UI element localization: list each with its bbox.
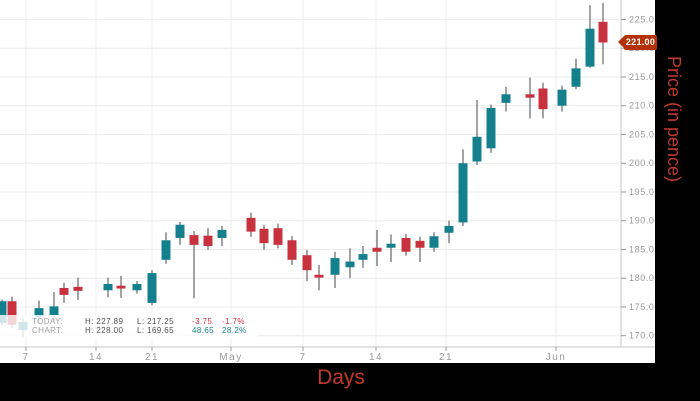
candle-body[interactable]	[401, 237, 411, 252]
legend-chart-label: CHART:	[32, 326, 64, 335]
x-tick-label: 7	[22, 352, 29, 363]
y-tick-label: 205.00	[629, 129, 655, 139]
chart-panel: 170.00 175.00 180.00 185.00 190.00 195.00 200.…	[0, 0, 657, 363]
legend-chart-high: H: 228.00	[85, 326, 124, 335]
y-tick-label: 190.00	[629, 216, 655, 226]
candle-body[interactable]	[330, 258, 340, 275]
x-tick-label: Jun	[546, 352, 567, 363]
candle-body[interactable]	[246, 217, 256, 232]
candle-body[interactable]	[116, 285, 126, 289]
legend-row-today: TODAY: H: 227.89 L: 217.25 -3.75 -1.7%	[32, 317, 245, 326]
candle-body[interactable]	[429, 236, 439, 248]
candle-body[interactable]	[538, 88, 548, 110]
candle-body[interactable]	[525, 94, 535, 98]
x-tick-label: 21	[145, 352, 159, 363]
x-tick-label: May	[219, 352, 242, 363]
candle-body[interactable]	[345, 261, 355, 268]
candle-body[interactable]	[302, 255, 312, 271]
candle-body[interactable]	[273, 228, 283, 245]
legend-today-label: TODAY:	[32, 317, 64, 326]
x-tick-label: 14	[369, 352, 383, 363]
x-tick-label: 14	[89, 352, 103, 363]
candle-body[interactable]	[103, 283, 113, 291]
y-tick-label: 210.00	[629, 101, 655, 111]
candle-body[interactable]	[189, 235, 199, 245]
candle-body[interactable]	[571, 68, 581, 87]
candle-body[interactable]	[386, 243, 396, 248]
candle-body[interactable]	[34, 308, 44, 317]
candle-body[interactable]	[203, 235, 213, 247]
y-tick-label: 180.00	[629, 273, 655, 283]
chart-legend: TODAY: H: 227.89 L: 217.25 -3.75 -1.7% CHART…	[0, 315, 258, 338]
candle-body[interactable]	[49, 306, 59, 316]
x-tick-label: 7	[299, 352, 306, 363]
candle-body[interactable]	[132, 283, 142, 291]
candle-body[interactable]	[458, 163, 468, 223]
last-price-badge: 221.00	[618, 34, 657, 50]
y-tick-label: 170.00	[629, 331, 655, 341]
candle-body[interactable]	[73, 286, 83, 291]
candle-body[interactable]	[175, 224, 185, 238]
candle-body[interactable]	[415, 240, 425, 248]
legend-today-change-pct: -1.7%	[222, 317, 245, 326]
y-tick-label: 215.00	[629, 72, 655, 82]
candle-body[interactable]	[472, 136, 482, 162]
candle-body[interactable]	[161, 240, 171, 260]
candlestick-chart[interactable]: 170.00 175.00 180.00 185.00 190.00 195.00 200.…	[0, 0, 655, 363]
y-tick-label: 175.00	[629, 302, 655, 312]
candle-body[interactable]	[585, 28, 595, 67]
candle-body[interactable]	[287, 240, 297, 260]
legend-chart-low: L: 169.65	[137, 326, 174, 335]
candle-body[interactable]	[147, 273, 157, 303]
y-axis-title: Price (in pence)	[664, 56, 684, 183]
last-price-value: 221.00	[625, 36, 656, 47]
candle-body[interactable]	[7, 301, 17, 325]
y-tick-label: 185.00	[629, 244, 655, 254]
candle-body[interactable]	[217, 229, 227, 238]
y-tick-label: 195.00	[629, 187, 655, 197]
legend-row-chart: CHART: H: 228.00 L: 169.65 48.65 28.2%	[32, 326, 247, 335]
legend-chart-change-pct: 28.2%	[222, 326, 247, 335]
candle-body[interactable]	[59, 287, 69, 295]
x-axis-title: Days	[317, 366, 365, 389]
candle-body[interactable]	[259, 228, 269, 244]
candle-body[interactable]	[358, 254, 368, 260]
x-tick-label: 21	[439, 352, 453, 363]
y-tick-label: 200.00	[629, 158, 655, 168]
legend-today-high: H: 227.89	[85, 317, 124, 326]
candle-body[interactable]	[444, 225, 454, 233]
legend-chart-change: 48.65	[192, 326, 215, 335]
candle-body[interactable]	[598, 21, 608, 43]
candle-body[interactable]	[557, 89, 567, 106]
candle-body[interactable]	[501, 94, 511, 103]
candle-body[interactable]	[0, 301, 7, 324]
legend-today-change: -3.75	[192, 317, 213, 326]
candle-body[interactable]	[314, 274, 324, 278]
candle-body[interactable]	[486, 108, 496, 149]
candle-body[interactable]	[372, 247, 382, 252]
y-tick-label: 225.00	[629, 15, 655, 25]
legend-today-low: L: 217.25	[137, 317, 174, 326]
